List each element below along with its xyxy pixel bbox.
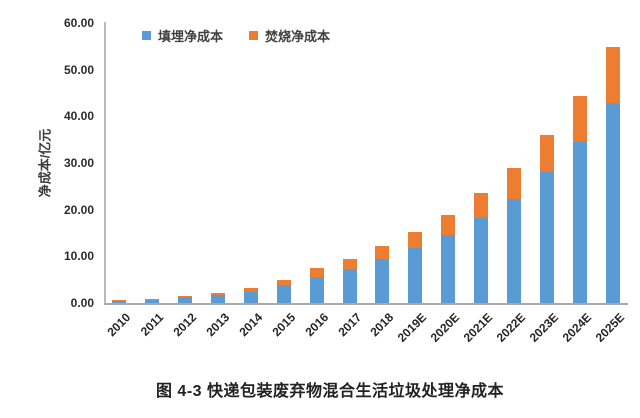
bar-segment — [309, 268, 324, 278]
chart-caption: 图 4-3 快递包装废弃物混合生活垃圾处理净成本 — [155, 383, 505, 400]
bar-segment — [605, 103, 620, 303]
bar-segment — [177, 296, 192, 298]
y-tick-label: 50.00 — [63, 62, 94, 77]
bar-segment — [144, 299, 159, 303]
bar-segment — [441, 235, 456, 303]
bar-segment — [210, 295, 225, 303]
y-tick-label: 60.00 — [63, 16, 94, 30]
bar-segment — [309, 277, 324, 303]
legend-item: 焚烧净成本 — [249, 26, 330, 45]
y-tick-label: 40.00 — [63, 109, 94, 124]
bar-segment — [507, 167, 522, 200]
bar-segment — [210, 292, 225, 296]
bar-segment — [474, 193, 489, 218]
legend-swatch-icon — [142, 31, 151, 40]
bar-segment — [276, 285, 291, 303]
bar-segment — [573, 142, 588, 303]
bar-segment — [375, 246, 390, 259]
y-tick-label: 10.00 — [63, 249, 94, 264]
bar-segment — [540, 172, 555, 303]
bar-segment — [375, 258, 390, 303]
bar-segment — [507, 199, 522, 303]
bar-segment — [605, 47, 620, 104]
bar-segment — [112, 300, 126, 303]
bar-segment — [243, 291, 258, 303]
bar-segment — [276, 280, 291, 286]
bar-segment — [474, 217, 489, 303]
bar-segment — [342, 268, 357, 303]
chart-legend: 填埋净成本 焚烧净成本 — [142, 26, 330, 45]
bar-segment — [144, 298, 159, 300]
y-axis-line — [104, 22, 106, 303]
x-axis-line — [104, 303, 628, 305]
bar-segment — [177, 297, 192, 303]
bar-segment — [441, 214, 456, 236]
bar-segment — [243, 287, 258, 292]
bar-segment — [573, 96, 588, 143]
y-tick-label: 30.00 — [63, 156, 94, 170]
bar-segment — [540, 135, 555, 173]
bar-segment — [408, 232, 423, 248]
legend-label: 填埋净成本 — [158, 29, 224, 44]
y-tick-label: 20.00 — [63, 202, 94, 217]
legend-label: 焚烧净成本 — [265, 29, 331, 44]
legend-item: 填埋净成本 — [142, 26, 223, 45]
legend-swatch-icon — [249, 31, 259, 40]
bar-segment — [342, 258, 357, 269]
y-tick-label: 0.00 — [70, 296, 94, 310]
bar-segment — [408, 247, 423, 303]
